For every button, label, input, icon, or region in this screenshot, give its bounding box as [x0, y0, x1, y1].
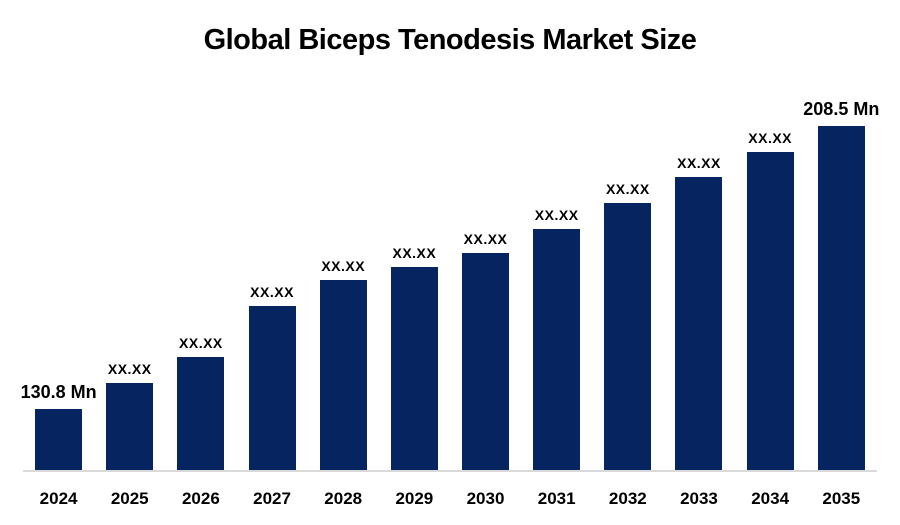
- bar-column-2034: XX.XX: [735, 130, 806, 470]
- bar-2026: [177, 357, 225, 470]
- x-tick-label-2033: 2033: [680, 489, 718, 508]
- bar-value-label: XX.XX: [179, 335, 223, 351]
- bar-value-label: XX.XX: [107, 361, 152, 377]
- bar-column-2025: XX.XX: [94, 361, 165, 470]
- x-tick-label-2031: 2031: [537, 489, 576, 508]
- bar-column-2033: XX.XX: [663, 155, 734, 470]
- bar-column-2032: XX.XX: [592, 181, 663, 470]
- bar-2027: [248, 306, 296, 470]
- bar-column-2030: XX.XX: [450, 231, 521, 470]
- bar-2030: [462, 253, 510, 470]
- bar-value-label: XX.XX: [534, 207, 579, 223]
- x-axis-labels: 2024 2025 2026 2027 2028 2029 2030 2031 2032 2033…: [23, 489, 877, 509]
- plot-area: 130.8 Mn XX.XX XX.XX XX.XX XX.XX XX.XX XX.XX XX…: [20, 0, 880, 525]
- bar-column-2031: XX.XX: [521, 207, 592, 470]
- bar-2031: [533, 229, 581, 470]
- bar-column-2028: XX.XX: [308, 258, 379, 470]
- x-tick-label-2030: 2030: [466, 489, 505, 508]
- bar-2028: [319, 280, 367, 470]
- bar-2025: [106, 383, 154, 470]
- bar-value-label: XX.XX: [250, 284, 294, 300]
- bar-column-2029: XX.XX: [379, 245, 450, 470]
- x-tick-label-2025: 2025: [110, 489, 149, 508]
- bar-value-label: XX.XX: [463, 231, 508, 247]
- x-axis-line: [23, 470, 877, 472]
- bar-2034: [746, 152, 794, 470]
- x-tick-label-2035: 2035: [822, 489, 861, 508]
- bar-value-label: XX.XX: [392, 245, 437, 261]
- bar-2024: [35, 409, 83, 470]
- bar-2035: [817, 126, 865, 470]
- bar-2033: [675, 177, 723, 470]
- x-tick-label-2028: 2028: [324, 489, 363, 508]
- x-tick-label-2029: 2029: [395, 489, 434, 508]
- bar-value-label: 208.5 Mn: [803, 99, 880, 119]
- x-tick-label-2024: 2024: [39, 489, 78, 508]
- bar-column-2026: XX.XX: [165, 335, 236, 470]
- x-tick-label-2026: 2026: [181, 489, 220, 508]
- bar-value-label: XX.XX: [748, 130, 793, 146]
- x-tick-label-2032: 2032: [608, 489, 647, 508]
- bar-value-label: XX.XX: [677, 155, 721, 171]
- bar-value-label: XX.XX: [321, 258, 366, 274]
- x-tick-label-2034: 2034: [751, 489, 790, 508]
- bar-value-label: XX.XX: [605, 181, 650, 197]
- bar-column-2024: 130.8 Mn: [20, 382, 97, 470]
- bar-column-2027: XX.XX: [236, 284, 307, 470]
- bars-row: 130.8 Mn XX.XX XX.XX XX.XX XX.XX XX.XX XX.XX XX…: [20, 99, 880, 470]
- bar-2032: [604, 203, 652, 470]
- bar-2029: [390, 267, 438, 470]
- x-tick-label-2027: 2027: [253, 489, 291, 508]
- bar-column-2035: 208.5 Mn: [803, 99, 880, 470]
- chart-title: Global Biceps Tenodesis Market Size: [203, 24, 697, 56]
- bar-value-label: 130.8 Mn: [20, 382, 97, 402]
